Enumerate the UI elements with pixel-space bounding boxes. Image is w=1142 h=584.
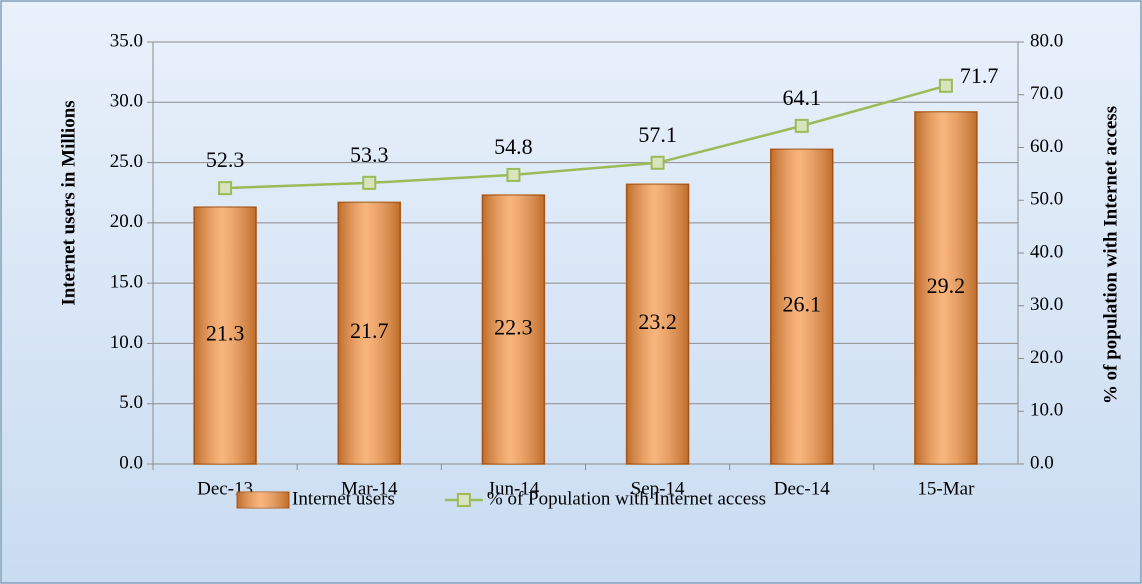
x-tick-label: Mar-14 (341, 478, 398, 499)
line-marker (218, 181, 233, 196)
y2-tick-label: 10.0 (1030, 400, 1063, 421)
bar-shine (914, 111, 977, 464)
y2-tick-label: 30.0 (1030, 294, 1063, 315)
y2-tick-label: 70.0 (1030, 83, 1063, 104)
y2-tick-label: 0.0 (1030, 452, 1054, 473)
legend-label: Internet users (292, 488, 395, 509)
line-value-label: 53.3 (350, 142, 389, 167)
y2-tick-label: 20.0 (1030, 347, 1063, 368)
bar-value-label: 21.3 (206, 321, 245, 346)
x-tick-label: Dec-14 (774, 478, 830, 499)
legend-swatch-shine (237, 492, 289, 508)
line-value-label: 57.1 (638, 122, 677, 147)
y-tick-label: 35.0 (110, 30, 143, 51)
line-marker (362, 175, 377, 190)
bar-shine (482, 195, 545, 464)
bar-shine (338, 202, 401, 465)
bar-value-label: 22.3 (494, 315, 533, 340)
line-value-label: 71.7 (960, 63, 999, 88)
line-marker (650, 155, 665, 170)
line-marker (506, 167, 521, 182)
y-tick-label: 0.0 (119, 452, 143, 473)
y-tick-label: 20.0 (110, 211, 143, 232)
line-marker (794, 118, 809, 133)
line (225, 84, 947, 190)
x-tick-label: Jun-14 (488, 478, 540, 499)
y2-axis-title: % of population with Internet access (1100, 106, 1121, 404)
x-tick-label: 15-Mar (917, 478, 975, 499)
y-tick-label: 25.0 (110, 151, 143, 172)
y-tick-label: 5.0 (119, 392, 143, 413)
y2-tick-label: 40.0 (1030, 241, 1063, 262)
bar-value-label: 23.2 (638, 309, 677, 334)
line-value-label: 54.8 (494, 134, 533, 159)
y2-tick-label: 60.0 (1030, 136, 1063, 157)
bar-value-label: 21.7 (350, 318, 389, 343)
bar-shine (194, 207, 257, 464)
y-axis-title: Internet users in Millions (58, 100, 79, 305)
line-marker (938, 78, 953, 93)
legend-label: % of Population with Internet access (487, 488, 766, 509)
legend-marker (456, 493, 471, 507)
bar-value-label: 26.1 (783, 292, 822, 317)
line-value-label: 52.3 (206, 147, 245, 172)
bar-shine (770, 149, 833, 464)
y-tick-label: 10.0 (110, 332, 143, 353)
bar-shine (626, 184, 689, 464)
y-tick-label: 15.0 (110, 272, 143, 293)
y-tick-label: 30.0 (110, 91, 143, 112)
bar-value-label: 29.2 (927, 273, 966, 298)
y2-tick-label: 50.0 (1030, 189, 1063, 210)
y2-tick-label: 80.0 (1030, 30, 1063, 51)
line-value-label: 64.1 (783, 85, 822, 110)
x-tick-label: Sep-14 (631, 478, 685, 499)
